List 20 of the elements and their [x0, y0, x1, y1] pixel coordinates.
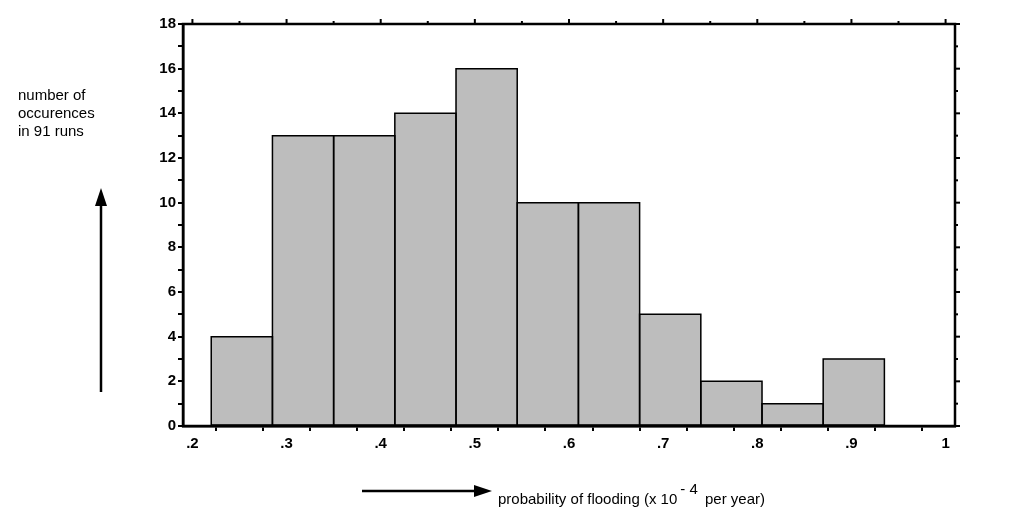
- y-axis-title: number of occurences in 91 runs: [18, 86, 96, 140]
- y-tick-label: 12: [159, 148, 176, 166]
- y-tick-label: 4: [167, 326, 177, 344]
- y-tick-label: 14: [159, 103, 177, 121]
- x-tick-label: .7: [656, 434, 670, 452]
- x-tick-label: .9: [845, 434, 858, 452]
- y-tick-label: 6: [167, 282, 176, 300]
- y-tick-label: 0: [167, 416, 176, 434]
- y-tick-label: 18: [159, 14, 176, 32]
- x-tick-label: .3: [280, 434, 293, 452]
- x-tick-label: .8: [751, 434, 764, 452]
- x-tick-label: .5: [468, 434, 482, 452]
- y-tick-label: 10: [159, 192, 176, 210]
- x-tick-label: .2: [186, 434, 199, 452]
- x-tick-label: .4: [374, 434, 388, 452]
- x-tick-label: .6: [562, 434, 576, 452]
- x-tick-label: 1: [941, 434, 950, 452]
- y-tick-label: 8: [167, 237, 176, 255]
- y-tick-label: 16: [159, 58, 176, 76]
- y-tick-label: 2: [167, 371, 176, 389]
